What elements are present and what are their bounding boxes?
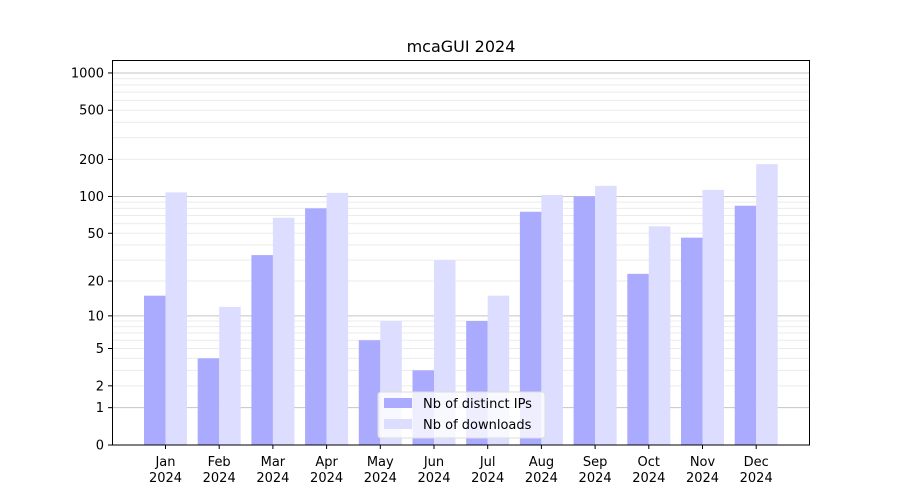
bar-downloads (595, 185, 617, 446)
bar-distinct-ips (519, 211, 542, 445)
bar-distinct-ips (144, 295, 166, 445)
bar-distinct-ips (681, 237, 703, 445)
bar-distinct-ips (251, 255, 273, 445)
bar-distinct-ips (734, 205, 757, 445)
x-tick-label: Jul (479, 455, 496, 470)
x-tick-label: Jun (423, 455, 444, 470)
legend-swatch (384, 398, 412, 408)
legend-swatch (384, 419, 412, 429)
bar-downloads (648, 226, 671, 445)
x-tick-label: 2024 (525, 471, 558, 486)
x-tick-label: 2024 (256, 471, 289, 486)
y-tick-label: 100 (79, 190, 104, 205)
bar-downloads (326, 192, 349, 445)
x-tick-label: 2024 (203, 471, 236, 486)
legend-label: Nb of distinct IPs (423, 397, 532, 412)
x-tick-label: 2024 (364, 471, 397, 486)
bar-distinct-ips (305, 208, 327, 445)
y-tick-label: 1000 (71, 66, 104, 81)
bar-distinct-ips (358, 340, 381, 445)
y-tick-label: 20 (87, 275, 104, 290)
bar-downloads (219, 306, 241, 445)
bars (144, 164, 778, 446)
bar-downloads (756, 164, 778, 445)
legend-box (377, 391, 546, 439)
x-tick-label: Jan (154, 455, 175, 470)
legend-label: Nb of downloads (423, 418, 532, 433)
x-tick-label: 2024 (579, 471, 612, 486)
chart-title: mcaGUI 2024 (407, 37, 516, 56)
x-tick-label: Nov (690, 455, 716, 470)
x-tick-label: May (367, 455, 394, 470)
x-tick-label: 2024 (310, 471, 343, 486)
y-tick-label: 5 (96, 342, 104, 357)
x-tick-label: 2024 (149, 471, 182, 486)
y-tick-label: 10 (87, 309, 104, 324)
y-axis: 0 1 2 5 10 20 50 100 200 500 1000 (71, 66, 112, 454)
x-tick-label: 2024 (471, 471, 504, 486)
y-tick-label: 500 (79, 104, 104, 119)
y-tick-label: 50 (87, 227, 104, 242)
x-tick-label: 2024 (740, 471, 773, 486)
bar-distinct-ips (627, 273, 649, 445)
y-tick-label: 2 (96, 379, 104, 394)
y-tick-label: 0 (96, 439, 104, 454)
x-tick-label: Mar (261, 455, 286, 470)
y-tick-label: 1 (96, 401, 104, 416)
x-tick-label: Feb (208, 455, 231, 470)
x-tick-label: 2024 (417, 471, 450, 486)
legend: Nb of distinct IPs Nb of downloads (377, 391, 546, 439)
x-tick-label: Aug (529, 455, 554, 470)
plot-frame (112, 60, 810, 446)
x-tick-label: Dec (744, 455, 769, 470)
x-tick-label: 2024 (686, 471, 719, 486)
y-tick-label: 200 (79, 153, 104, 168)
x-tick-label: Apr (315, 455, 338, 470)
bar-downloads (272, 217, 295, 445)
x-tick-label: Oct (638, 455, 660, 470)
x-tick-label: 2024 (632, 471, 665, 486)
bar-distinct-ips (573, 196, 596, 445)
x-tick-label: Sep (583, 455, 608, 470)
bar-downloads (541, 194, 563, 445)
bar-downloads (165, 192, 187, 445)
bar-downloads (702, 189, 724, 445)
bar-distinct-ips (197, 358, 220, 445)
x-axis: Jan2024Feb2024Mar2024Apr2024May2024Jun20… (149, 445, 773, 486)
